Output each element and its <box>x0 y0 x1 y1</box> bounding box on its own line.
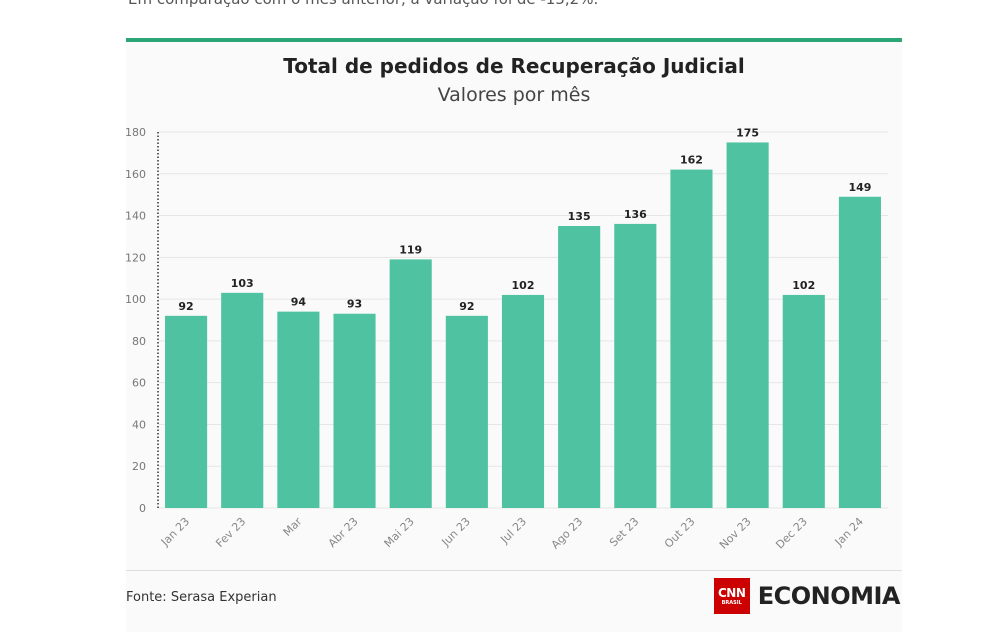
y-tick-label: 160 <box>126 168 146 181</box>
intro-text-fragment: Em comparação com o mês anterior, a vari… <box>128 0 598 8</box>
data-label: 175 <box>736 126 759 139</box>
data-label: 136 <box>624 208 647 221</box>
x-tick-label: Set 23 <box>607 515 641 549</box>
data-label: 92 <box>178 300 193 313</box>
chart-card: Total de pedidos de Recuperação Judicial… <box>126 38 902 632</box>
data-label: 135 <box>568 210 591 223</box>
bar <box>445 315 488 508</box>
y-tick-label: 60 <box>132 377 146 390</box>
economia-logo-text: ECONOMIA <box>757 582 901 610</box>
y-tick-label: 0 <box>139 502 146 515</box>
bar <box>726 142 769 508</box>
x-tick-label: Jan 23 <box>158 515 192 549</box>
chart-subtitle: Valores por mês <box>437 84 591 106</box>
y-tick-label: 40 <box>132 418 146 431</box>
bar <box>838 196 881 508</box>
bar <box>333 313 376 508</box>
bar <box>221 292 264 508</box>
footer-divider <box>126 570 902 571</box>
bar <box>389 259 432 508</box>
y-tick-label: 20 <box>132 460 146 473</box>
x-tick-label: Ago 23 <box>549 515 586 552</box>
bar <box>558 226 601 508</box>
y-tick-label: 120 <box>126 251 146 264</box>
data-label: 103 <box>231 277 254 290</box>
chart-title: Total de pedidos de Recuperação Judicial <box>283 54 745 78</box>
x-tick-label: Mar <box>281 515 305 539</box>
data-label: 93 <box>347 298 362 311</box>
data-label: 119 <box>399 243 422 256</box>
data-label: 149 <box>848 181 871 194</box>
x-tick-label: Dec 23 <box>773 515 810 552</box>
bar <box>614 223 657 508</box>
source-text: Fonte: Serasa Experian <box>126 590 277 605</box>
data-label: 102 <box>792 279 815 292</box>
y-tick-label: 140 <box>126 210 146 223</box>
bar <box>165 315 208 508</box>
bar <box>501 294 545 508</box>
x-tick-label: Abr 23 <box>326 515 361 550</box>
x-tick-label: Fev 23 <box>213 515 248 550</box>
cnn-brasil-text: BRASIL <box>721 599 742 606</box>
x-tick-label: Jul 23 <box>497 515 529 547</box>
x-tick-label: Nov 23 <box>717 515 754 552</box>
bar <box>670 169 713 508</box>
cnn-logo-text: CNN <box>718 585 746 600</box>
bar-chart: 0 20 40 60 80 100 120 140 160 180 92 Jan 23 103 Fev 2… <box>126 126 888 552</box>
x-tick-label: Jun 23 <box>439 515 473 549</box>
x-tick-label: Out 23 <box>662 515 698 551</box>
data-label: 92 <box>459 300 474 313</box>
bar <box>277 311 320 508</box>
cnn-logo-box: CNN BRASIL <box>713 578 750 614</box>
data-label: 162 <box>680 154 703 167</box>
x-tick-label: Jan 24 <box>832 515 866 549</box>
bar <box>782 294 825 508</box>
cnn-economia-logo: CNN BRASIL ECONOMIA <box>713 578 901 614</box>
x-tick-label: Mai 23 <box>382 515 417 550</box>
data-label: 102 <box>512 279 535 292</box>
data-label: 94 <box>291 296 307 309</box>
y-tick-label: 100 <box>126 293 146 306</box>
y-tick-label: 80 <box>132 335 146 348</box>
y-tick-label: 180 <box>126 126 146 139</box>
